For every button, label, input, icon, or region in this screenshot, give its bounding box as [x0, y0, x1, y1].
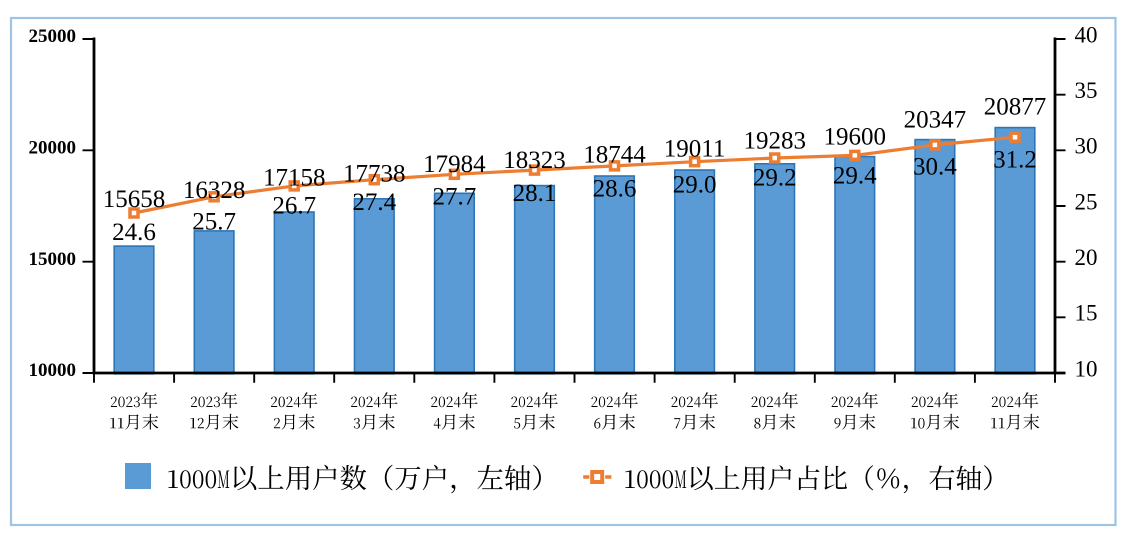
svg-text:16328: 16328	[183, 177, 246, 204]
svg-text:28.1: 28.1	[513, 180, 557, 207]
svg-text:28.6: 28.6	[593, 176, 637, 203]
svg-text:10000: 10000	[29, 360, 77, 381]
svg-text:31.2: 31.2	[993, 146, 1037, 173]
svg-text:25000: 25000	[29, 26, 77, 47]
svg-text:29.0: 29.0	[673, 172, 717, 199]
svg-text:17158: 17158	[263, 164, 326, 191]
svg-text:30: 30	[1075, 134, 1098, 159]
svg-text:30.4: 30.4	[913, 153, 957, 180]
svg-text:15: 15	[1075, 301, 1098, 326]
svg-text:10: 10	[1075, 356, 1098, 381]
svg-text:17738: 17738	[343, 160, 406, 187]
svg-text:35: 35	[1075, 78, 1098, 103]
svg-text:20000: 20000	[29, 138, 77, 159]
svg-text:25.7: 25.7	[192, 209, 236, 236]
svg-text:20347: 20347	[904, 106, 967, 133]
svg-text:25: 25	[1075, 189, 1098, 214]
svg-text:27.4: 27.4	[352, 189, 396, 216]
svg-text:29.4: 29.4	[833, 163, 877, 190]
svg-text:15000: 15000	[29, 249, 77, 270]
svg-text:20877: 20877	[984, 94, 1047, 121]
svg-text:26.7: 26.7	[272, 193, 316, 220]
svg-text:27.7: 27.7	[433, 184, 477, 211]
svg-text:40: 40	[1075, 22, 1098, 47]
svg-text:19283: 19283	[743, 128, 806, 155]
svg-text:20: 20	[1075, 245, 1098, 270]
svg-text:17984: 17984	[423, 151, 486, 178]
svg-text:18744: 18744	[583, 141, 646, 168]
svg-text:29.2: 29.2	[753, 165, 797, 192]
svg-text:15658: 15658	[103, 186, 166, 213]
svg-text:24.6: 24.6	[112, 219, 156, 246]
svg-text:18323: 18323	[503, 147, 566, 174]
svg-text:19600: 19600	[824, 124, 887, 151]
svg-text:19011: 19011	[664, 136, 726, 163]
